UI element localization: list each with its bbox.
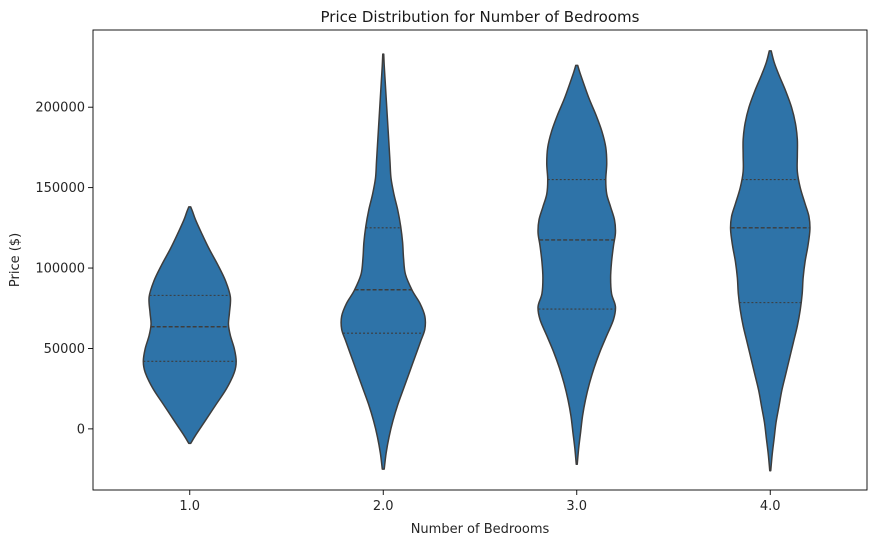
x-tick-label: 3.0 bbox=[566, 499, 587, 514]
y-tick-label: 100000 bbox=[35, 262, 85, 277]
y-axis-label: Price ($) bbox=[8, 233, 23, 287]
x-axis-label: Number of Bedrooms bbox=[411, 522, 550, 537]
y-tick-label: 0 bbox=[77, 422, 85, 437]
y-tick-label: 50000 bbox=[44, 342, 85, 357]
x-tick-label: 2.0 bbox=[373, 499, 394, 514]
y-tick-label: 150000 bbox=[35, 181, 85, 196]
chart-title: Price Distribution for Number of Bedroom… bbox=[321, 8, 640, 26]
violin-body-2.0 bbox=[340, 53, 427, 470]
x-tick-label: 1.0 bbox=[179, 499, 200, 514]
plot-frame bbox=[92, 29, 868, 491]
y-tick-label: 200000 bbox=[35, 101, 85, 116]
x-tick-label: 4.0 bbox=[760, 499, 781, 514]
violin-body-3.0 bbox=[537, 64, 617, 466]
violin-body-4.0 bbox=[729, 50, 811, 472]
